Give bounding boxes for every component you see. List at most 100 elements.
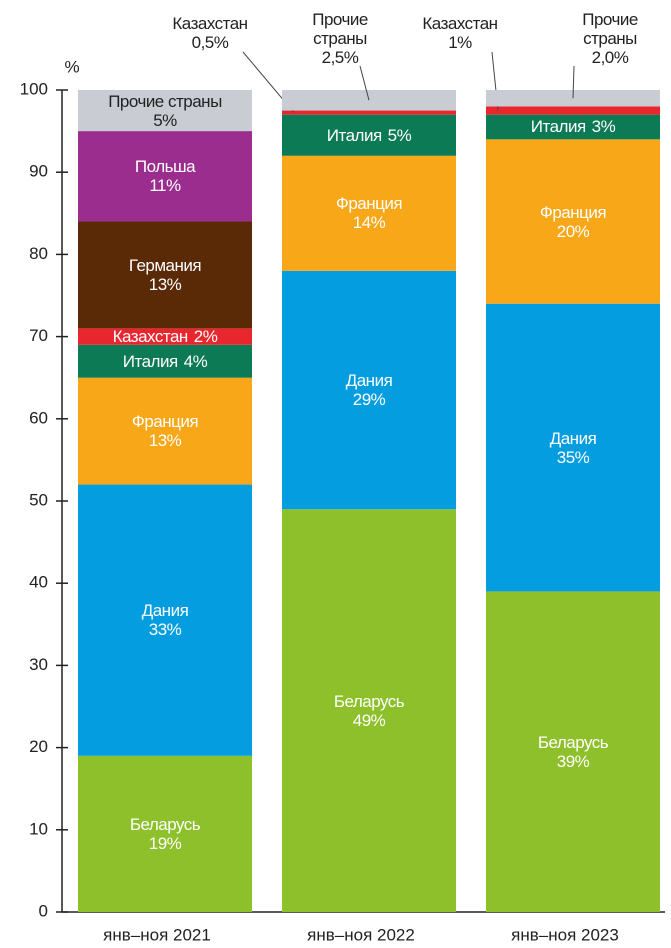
value-label: 11%: [149, 176, 181, 196]
bar-segment: [78, 90, 252, 132]
bar-segment: [486, 139, 660, 304]
bar-segment: [486, 303, 660, 592]
bar-segment: [282, 270, 456, 510]
y-tick-label: 70: [29, 326, 48, 345]
series-name: Казахстан: [422, 14, 498, 33]
series-name: Италия: [122, 351, 178, 371]
label-box: Беларусь 19%: [78, 756, 252, 912]
label-box: Италия 3%: [486, 115, 660, 140]
bar-segment: [282, 155, 456, 271]
value-label: 33%: [148, 620, 182, 640]
value-label: 13%: [148, 274, 182, 294]
bar-segment: [78, 377, 252, 485]
series-name: Дания: [141, 601, 189, 621]
y-tick-label: 20: [29, 737, 48, 756]
value-label: 5%: [387, 125, 412, 145]
y-tick-label: 80: [29, 244, 48, 263]
value-label: 20%: [556, 221, 590, 241]
label-box: Казахстан 1%: [410, 8, 510, 58]
bar-segment: [282, 509, 456, 912]
y-unit: %: [64, 57, 79, 76]
value-label: 0,5%: [191, 33, 229, 52]
x-tick-label: янв–ноя 2023: [511, 925, 619, 944]
value-label: 2,5%: [321, 47, 359, 67]
bar-segment: [486, 106, 660, 115]
label-box: Беларусь 39%: [486, 591, 660, 912]
value-label: 39%: [556, 751, 590, 771]
leader-line: [572, 65, 575, 99]
bar-segment: [78, 484, 252, 756]
series-name: Казахстан: [112, 328, 189, 345]
bar-segment: [78, 221, 252, 329]
bar-segment: [78, 131, 252, 222]
series-name: Франция: [335, 194, 403, 214]
y-tick-label: 10: [29, 819, 48, 838]
y-tick-label: 0: [39, 901, 48, 920]
bar-segment: [78, 755, 252, 912]
series-name: Казахстан: [172, 14, 248, 33]
label-box: Италия 4%: [78, 345, 252, 378]
bar-segment: [282, 110, 456, 115]
label-box: Франция 14%: [282, 156, 456, 271]
value-label: 13%: [148, 431, 182, 451]
series-name: Прочие страны: [582, 9, 638, 48]
x-tick-label: янв–ноя 2022: [307, 925, 415, 944]
value-label: 5%: [153, 110, 177, 130]
value-label: 19%: [148, 833, 182, 853]
value-label: 1%: [448, 33, 472, 52]
bar-segment: [486, 114, 660, 140]
value-label: 2,0%: [591, 47, 629, 67]
value-label: 4%: [183, 351, 208, 371]
y-tick-label: 90: [29, 162, 48, 181]
series-name: Прочие страны: [108, 91, 222, 111]
label-box: Прочие страны 5%: [78, 90, 252, 131]
value-label: 49%: [352, 710, 386, 730]
value-label: 14%: [352, 213, 386, 233]
segment-label: Италия 3%: [486, 115, 660, 140]
label-box: Прочие страны 2,5%: [290, 2, 390, 74]
label-box: Казахстан 0,5%: [160, 8, 260, 58]
label-box: Казахстан 2%: [78, 328, 252, 344]
series-name: Беларусь: [129, 814, 201, 834]
y-tick-label: 40: [29, 573, 48, 592]
label-box: Дания 33%: [78, 485, 252, 756]
y-tick-label: 100: [20, 79, 48, 98]
label-box: Франция 20%: [486, 139, 660, 303]
series-name: Беларусь: [537, 732, 609, 752]
bar-segment: [78, 344, 252, 378]
series-name: Франция: [131, 412, 199, 432]
label-box: Беларусь 49%: [282, 509, 456, 912]
label-box: Италия 5%: [282, 115, 456, 156]
label-box: Франция 13%: [78, 378, 252, 485]
series-name: Италия: [530, 117, 586, 137]
segment-label: Казахстан 2%: [78, 328, 252, 344]
series-name: Франция: [539, 202, 607, 222]
label-box: Германия 13%: [78, 222, 252, 329]
series-name: Германия: [128, 255, 202, 275]
series-name: Прочие страны: [312, 9, 368, 48]
y-tick-label: 30: [29, 655, 48, 674]
y-tick-label: 60: [29, 408, 48, 427]
segment-label: Италия 4%: [78, 345, 252, 378]
label-box: Прочие страны 2,0%: [560, 2, 660, 74]
bar-segment: [282, 114, 456, 156]
value-label: 2%: [193, 328, 218, 345]
bar-segment: [486, 591, 660, 912]
value-label: 29%: [352, 390, 386, 410]
x-tick-label: янв–ноя 2021: [103, 925, 211, 944]
